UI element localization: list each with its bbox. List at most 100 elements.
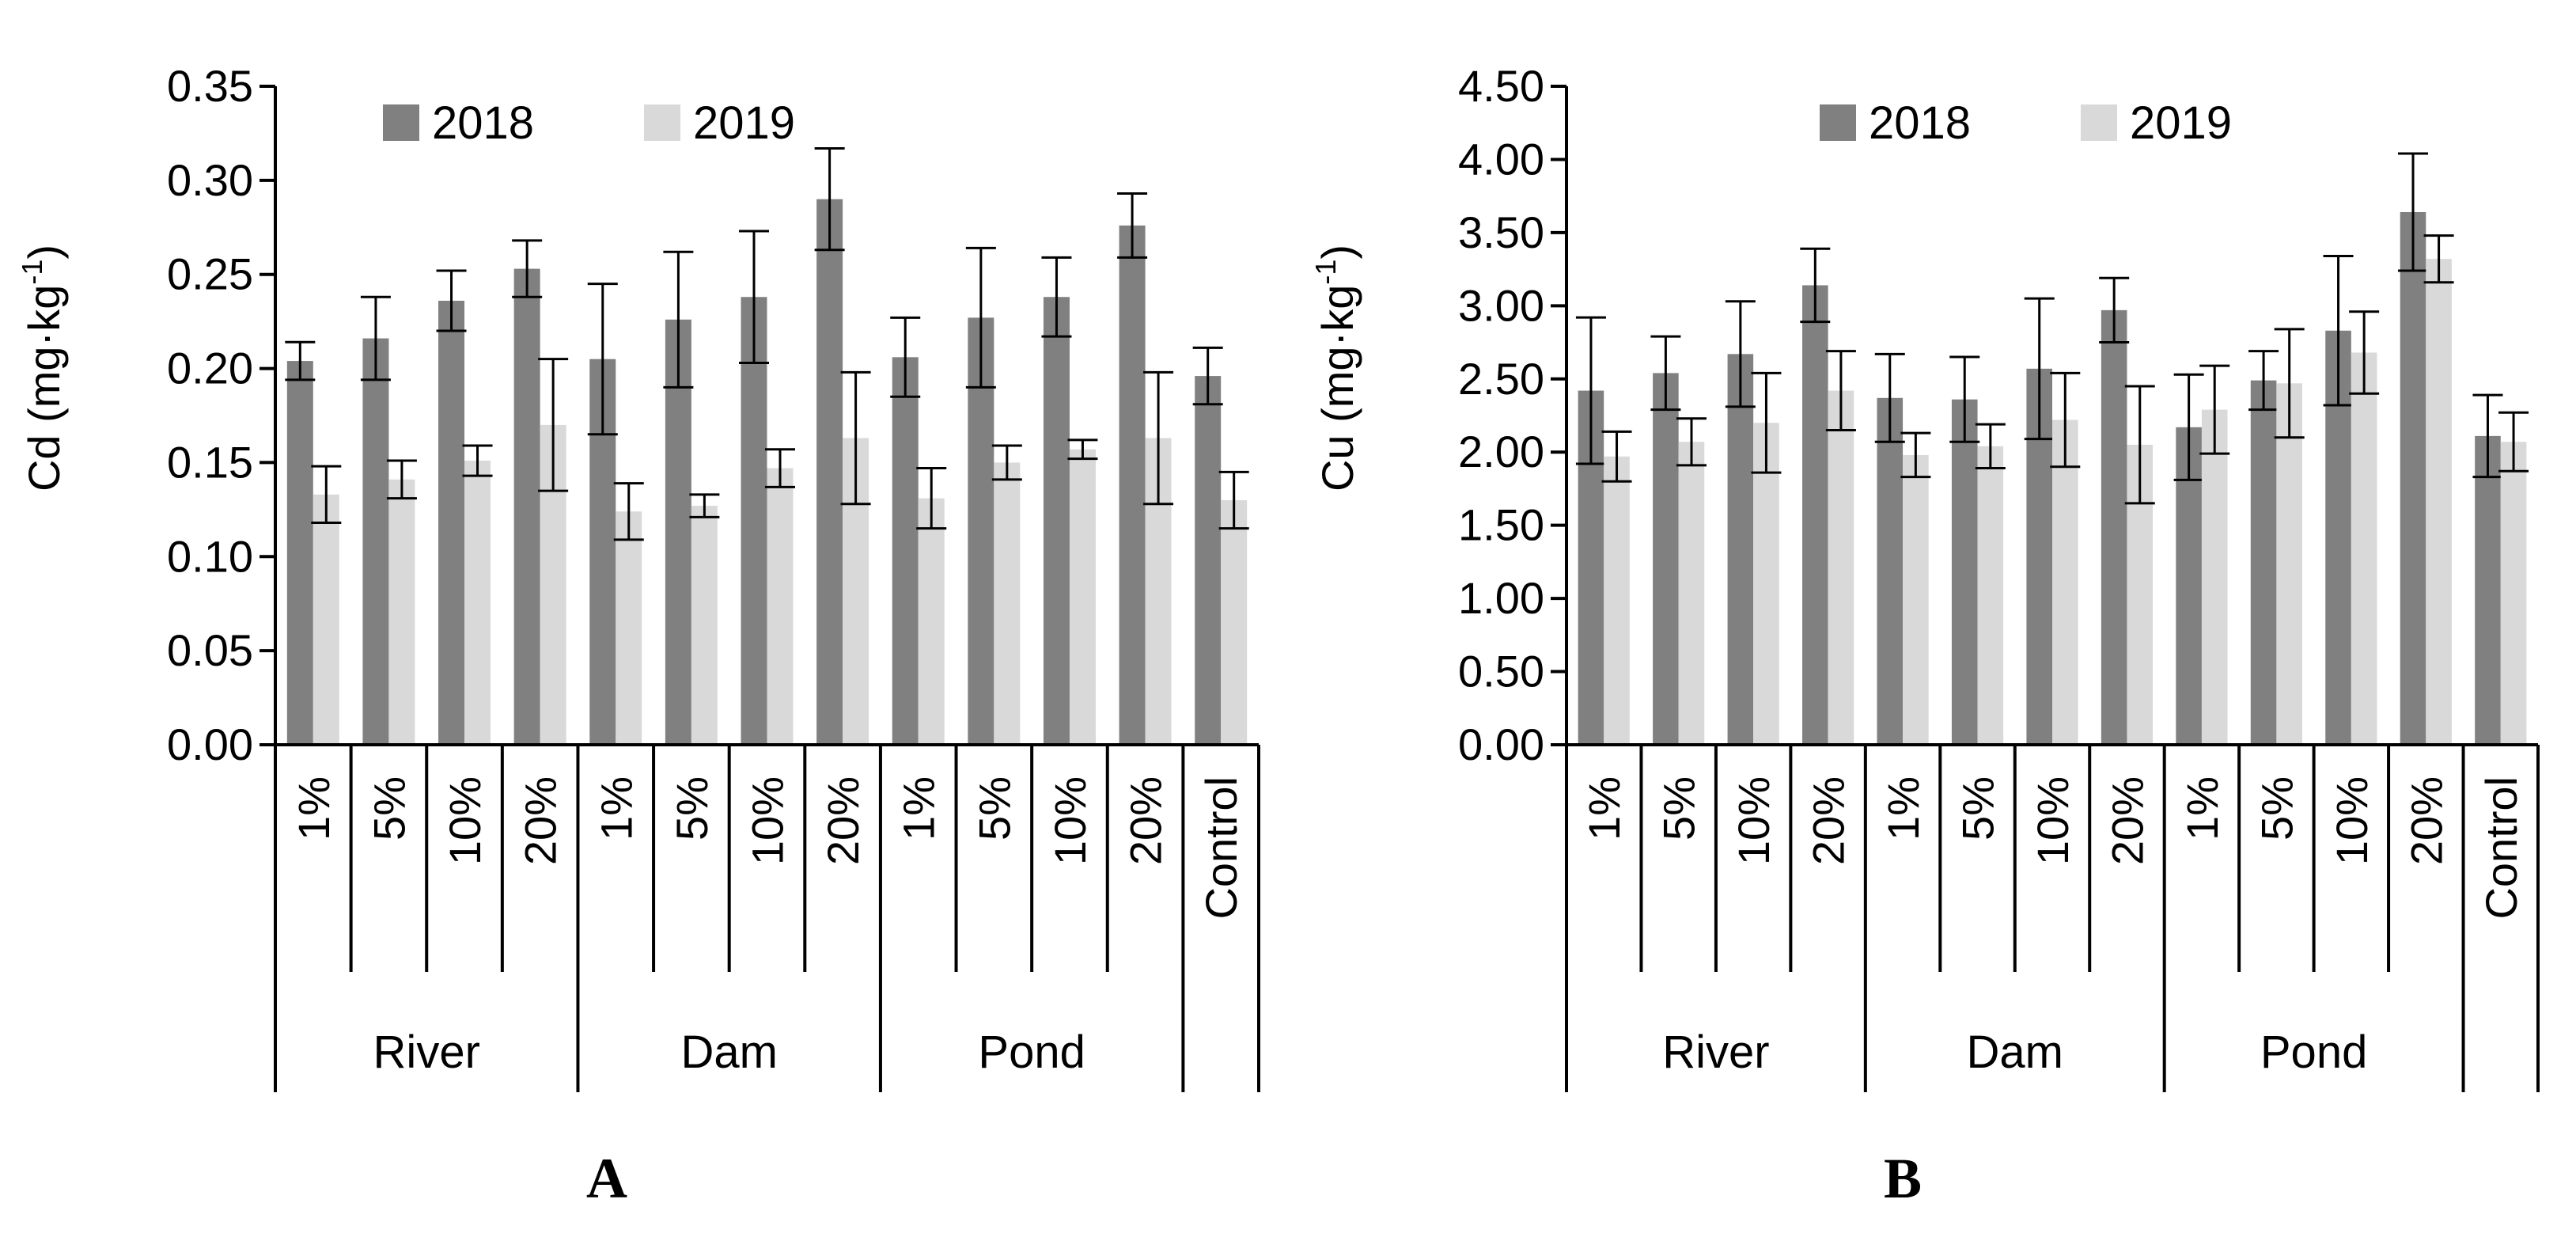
bar-2019-5 — [1977, 446, 2004, 745]
y-tick-label: 0.20 — [167, 343, 253, 393]
bar-2019-1 — [1678, 442, 1705, 745]
y-axis-title: Cd (mg·kg-1) — [16, 245, 69, 491]
x-tick-label: 5% — [2252, 776, 2301, 841]
x-tick-label: Control — [2476, 776, 2526, 920]
group-label: Dam — [680, 1027, 777, 1078]
bar-2018-5 — [665, 319, 691, 745]
bar-2019-0 — [313, 494, 339, 745]
legend-swatch-2019 — [644, 104, 680, 141]
x-tick-label: 1% — [1579, 776, 1629, 841]
bar-2019-12 — [2500, 442, 2527, 745]
bar-2019-6 — [767, 468, 794, 745]
legend-swatch-2018 — [383, 104, 419, 141]
bar-2019-8 — [918, 498, 945, 745]
bar-2018-9 — [2250, 380, 2277, 745]
bar-2018-12 — [2475, 435, 2501, 745]
y-axis-title-main: Cu (mg·kg — [1313, 285, 1362, 491]
y-tick-label: 2.50 — [1458, 354, 1544, 404]
bar-2018-9 — [968, 317, 994, 746]
bar-2018-3 — [1802, 285, 1828, 746]
bar-2018-2 — [1727, 354, 1754, 745]
bar-2019-6 — [2052, 419, 2078, 745]
y-tick-label: 0.10 — [167, 531, 253, 581]
x-tick-label: 5% — [364, 776, 414, 841]
group-label: River — [373, 1027, 480, 1078]
y-axis-title-main: Cd (mg·kg — [19, 285, 69, 491]
chart-panel-a: 0.00 0.05 0.10 0.15 0.20 0.25 0.30 0.35 Cd (mg·k… — [16, 61, 1260, 1210]
legend-label-2018: 2018 — [432, 97, 534, 149]
bar-2018-6 — [741, 297, 767, 745]
y-tick-label: 0.35 — [167, 61, 253, 111]
x-tick-label: 20% — [2401, 776, 2451, 865]
y-axis-title: Cu (mg·kg-1) — [1309, 245, 1362, 491]
group-label: Pond — [978, 1027, 1085, 1078]
y-axis-title-sup: -1 — [16, 260, 48, 285]
x-tick-label: 10% — [1045, 776, 1095, 865]
x-tick-label: 1% — [289, 776, 339, 841]
y-tick-label: 0.00 — [167, 719, 253, 769]
y-axis-title-sup: -1 — [1309, 260, 1342, 285]
x-tick-label: 20% — [1121, 776, 1171, 865]
bar-2018-5 — [1951, 399, 1978, 745]
y-tick-label: 1.00 — [1458, 573, 1544, 623]
y-tick-label: 3.00 — [1458, 280, 1544, 330]
bar-2019-2 — [464, 461, 491, 745]
panel-label: A — [586, 1147, 627, 1210]
x-tick-label: 10% — [2028, 776, 2078, 865]
x-tick-label: 10% — [440, 776, 490, 865]
bar-2018-7 — [816, 199, 843, 746]
x-tick-label: 5% — [1953, 776, 2003, 841]
x-tick-label: 1% — [1878, 776, 1928, 841]
chart-panel-b: 0.00 0.50 1.00 1.50 2.00 2.50 3.00 3.50 4.00 4.50… — [1309, 61, 2540, 1210]
panel-label: B — [1884, 1147, 1922, 1210]
x-tick-label: 10% — [1729, 776, 1779, 865]
bar-2019-5 — [691, 506, 718, 745]
bar-2019-9 — [994, 462, 1021, 745]
x-tick-label: 10% — [743, 776, 793, 865]
bar-2019-1 — [388, 479, 415, 745]
legend-label-2018: 2018 — [1869, 97, 1971, 149]
y-axis-title-close: ) — [19, 245, 69, 260]
x-tick-label: 5% — [969, 776, 1019, 841]
legend-swatch-2018 — [1820, 104, 1856, 141]
bar-2018-7 — [2101, 309, 2127, 745]
x-tick-label: 20% — [1804, 776, 1854, 865]
bar-2018-8 — [892, 357, 919, 745]
y-tick-label: 2.00 — [1458, 427, 1544, 476]
x-tick-label: 1% — [2177, 776, 2227, 841]
y-tick-label: 0.50 — [1458, 647, 1544, 696]
y-tick-label: 0.30 — [167, 155, 253, 205]
bar-2019-2 — [1753, 423, 1779, 745]
bar-2018-12 — [1195, 376, 1222, 745]
y-tick-label: 0.15 — [167, 437, 253, 487]
bar-2018-1 — [1653, 373, 1679, 745]
bar-2019-0 — [1604, 456, 1630, 745]
y-tick-label: 4.50 — [1458, 61, 1544, 111]
group-label: Pond — [2260, 1027, 2367, 1078]
x-tick-label: 20% — [818, 776, 868, 865]
bar-2018-2 — [438, 300, 465, 746]
x-tick-label: 1% — [591, 776, 641, 841]
group-label: Dam — [1967, 1027, 2063, 1078]
y-tick-label: 0.00 — [1458, 719, 1544, 769]
bar-2019-9 — [2276, 383, 2302, 745]
legend-swatch-2019 — [2081, 104, 2117, 141]
x-tick-label: 1% — [894, 776, 944, 841]
bar-2019-10 — [2351, 352, 2377, 745]
bar-2019-3 — [1828, 390, 1854, 745]
bar-2018-11 — [2400, 212, 2426, 745]
x-tick-label: 5% — [667, 776, 717, 841]
x-tick-label: 20% — [516, 776, 566, 865]
y-tick-label: 3.50 — [1458, 207, 1544, 257]
x-tick-label: 10% — [2327, 776, 2377, 865]
group-label: River — [1662, 1027, 1769, 1078]
x-tick-label: Control — [1196, 776, 1246, 920]
bar-2019-8 — [2201, 409, 2228, 745]
bar-2018-1 — [362, 338, 389, 746]
bar-2019-4 — [616, 511, 642, 745]
bar-2018-3 — [513, 268, 540, 745]
legend-label-2019: 2019 — [693, 97, 795, 149]
bar-2018-0 — [286, 361, 313, 745]
bar-2019-12 — [1221, 499, 1248, 745]
